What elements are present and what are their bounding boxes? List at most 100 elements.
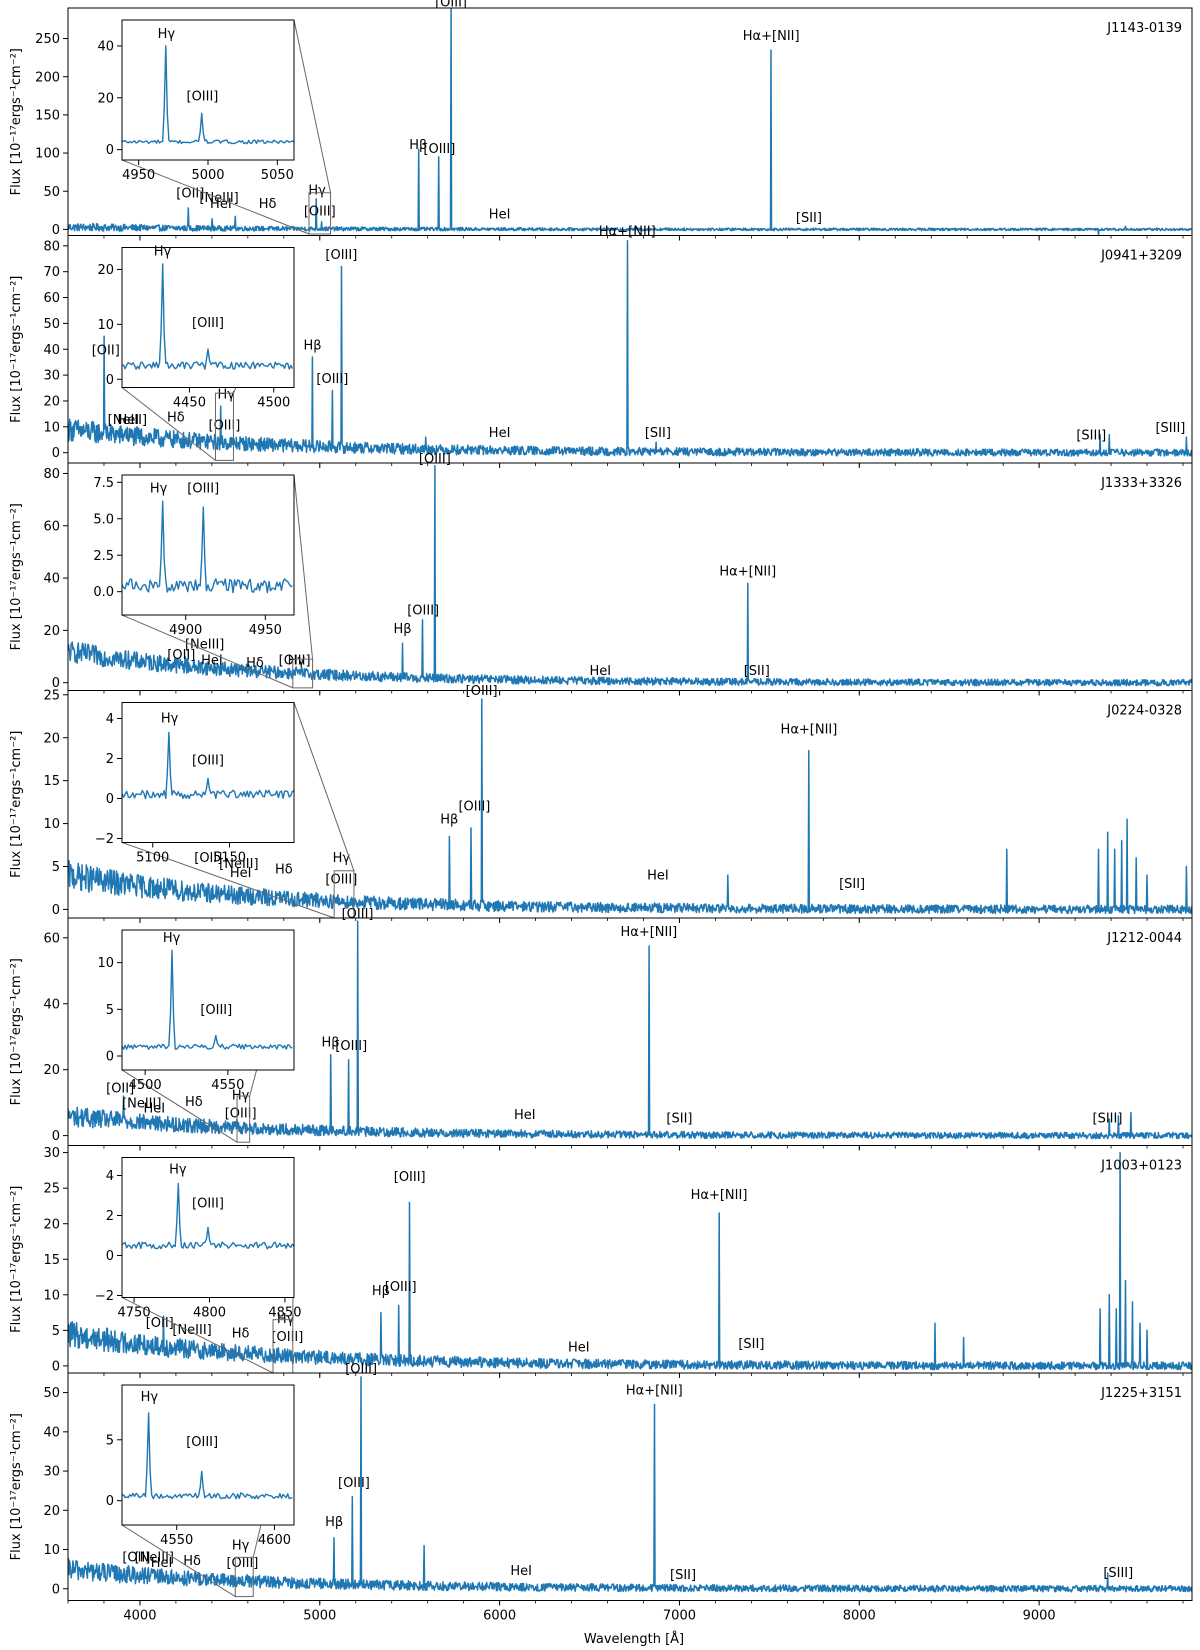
spectrum-line (68, 239, 1192, 457)
highlight-line-label-inset: [OIII] (186, 1435, 218, 1450)
x-tick-label-inset: 5050 (261, 168, 294, 183)
y-tick-label: 0 (52, 446, 60, 461)
x-tick-label-inset: 4500 (257, 396, 290, 411)
y-tick-label: 250 (35, 32, 60, 47)
line-label: [OIII] (423, 142, 455, 157)
line-label: Hα+[NII] (691, 1188, 748, 1203)
line-label: Hγ (218, 387, 236, 402)
y-tick-label-inset: 20 (97, 91, 114, 106)
spectrum-line-inset (122, 1412, 293, 1500)
x-tick-label: 5000 (303, 1609, 336, 1624)
line-label: Hδ (167, 411, 185, 426)
line-label: [OIII] (407, 604, 439, 619)
object-name: J1143-0139 (1106, 21, 1182, 36)
x-tick-label-inset: 4550 (211, 1078, 244, 1093)
y-tick-label: 15 (43, 1253, 60, 1268)
y-tick-label-inset: 7.5 (93, 476, 114, 491)
line-label: HeI (489, 426, 511, 441)
spectrum-line-inset (122, 45, 294, 145)
y-tick-label: 100 (35, 147, 60, 162)
y-tick-label-inset: 5 (106, 1003, 114, 1018)
inset-background (122, 20, 294, 160)
line-label: [SIII] (1093, 1111, 1123, 1126)
spectrum-panel-J1333+3326: 0 20 40 60 80 Flux [10⁻¹⁷ergs⁻¹cm⁻²] J1333+332… (9, 452, 1193, 696)
line-label: Hδ (246, 656, 264, 671)
y-axis-label: Flux [10⁻¹⁷ergs⁻¹cm⁻²] (9, 958, 24, 1105)
highlight-line-label: [OIII] (325, 873, 357, 888)
y-tick-label: 50 (43, 1386, 60, 1401)
y-tick-label: 50 (43, 185, 60, 200)
axes-frame-inset (121, 702, 295, 843)
y-tick-label-inset: 2 (106, 752, 114, 767)
line-label: [NeIII] (108, 413, 147, 428)
line-label: [SIII] (1155, 421, 1185, 436)
y-tick-label: 5 (52, 860, 60, 875)
y-tick-label-inset: 0 (106, 1249, 114, 1264)
y-tick-label: 20 (43, 395, 60, 410)
zoom-region-box (236, 1095, 251, 1143)
inset-zoom-J1225+3151: 0 5 4550 4600 Hγ [OIII] (106, 1384, 295, 1548)
highlight-line-label-inset: [OIII] (187, 482, 219, 497)
zoom-connector-line (121, 1069, 238, 1143)
zoom-region-box (272, 1319, 294, 1374)
object-name: J1003+0123 (1100, 1159, 1182, 1174)
y-tick-label: 0 (52, 903, 60, 918)
highlight-line-label: [OIII] (304, 205, 336, 220)
y-tick-label: 0 (52, 1129, 60, 1144)
axes-frame-inset (121, 1384, 295, 1526)
y-tick-label: 40 (43, 343, 60, 358)
line-label: HeI (590, 664, 612, 679)
axes-frame-inset (121, 474, 295, 616)
x-tick-label: 8000 (843, 1609, 876, 1624)
spectrum-panel-J0941+3209: 0 10 20 30 40 50 60 70 80 Flux [10⁻¹⁷ergs⁻¹cm⁻²] J… (9, 225, 1193, 468)
y-axis-label: Flux [10⁻¹⁷ergs⁻¹cm⁻²] (9, 48, 24, 195)
spectrum-line (68, 1151, 1192, 1371)
line-label-inset: Hγ (154, 245, 172, 260)
line-label-inset: Hγ (163, 931, 181, 946)
line-label: [SIII] (1103, 1566, 1133, 1581)
x-tick-label-inset: 5100 (136, 851, 169, 866)
line-label: HeI (489, 208, 511, 223)
axes-frame-inset (121, 247, 295, 388)
x-tick-label-inset: 4750 (118, 1306, 151, 1321)
zoom-connector-line (121, 1524, 236, 1598)
y-tick-label: 25 (43, 688, 60, 703)
line-label: [OIII] (338, 1476, 370, 1491)
y-tick-label: 60 (43, 519, 60, 534)
y-tick-label: 10 (43, 420, 60, 435)
highlight-line-label: [OIII] (271, 1330, 303, 1345)
axes-frame-inset (121, 1157, 295, 1298)
object-name: J1333+3326 (1100, 476, 1182, 491)
line-label: Hγ (288, 653, 306, 668)
y-tick-label: 80 (43, 467, 60, 482)
x-tick-label-inset: 4850 (268, 1306, 301, 1321)
x-tick-label-inset: 4550 (160, 1533, 193, 1548)
y-tick-label-inset: 2 (106, 1209, 114, 1224)
line-label: HeI (230, 866, 252, 881)
object-name: J0941+3209 (1100, 249, 1182, 264)
x-tick-label: 6000 (483, 1609, 516, 1624)
line-label: Hδ (185, 1095, 203, 1110)
y-tick-label: 10 (43, 1543, 60, 1558)
x-tick-label-inset: 4950 (249, 623, 282, 638)
inset-zoom-J0224-0328: −2 0 2 4 5100 5150 Hγ [OIII] (95, 702, 295, 866)
y-tick-label: 200 (35, 70, 60, 85)
axes-frame (67, 1372, 1193, 1601)
x-tick-label-inset: 5000 (191, 168, 224, 183)
y-tick-label: 30 (43, 369, 60, 384)
object-name: J1225+3151 (1100, 1386, 1182, 1401)
y-tick-label: 0 (52, 676, 60, 691)
line-label: Hδ (259, 197, 277, 212)
line-label: Hα+[NII] (620, 925, 677, 940)
x-tick-label: 7000 (663, 1609, 696, 1624)
x-tick-label: 4000 (123, 1609, 156, 1624)
y-tick-label-inset: 5 (106, 1433, 114, 1448)
y-tick-label: 40 (43, 1425, 60, 1440)
line-label: [OII] (122, 1550, 150, 1565)
spectrum-line-inset (122, 949, 293, 1050)
y-tick-label-inset: 40 (97, 39, 114, 54)
y-tick-label-inset: 0 (106, 792, 114, 807)
